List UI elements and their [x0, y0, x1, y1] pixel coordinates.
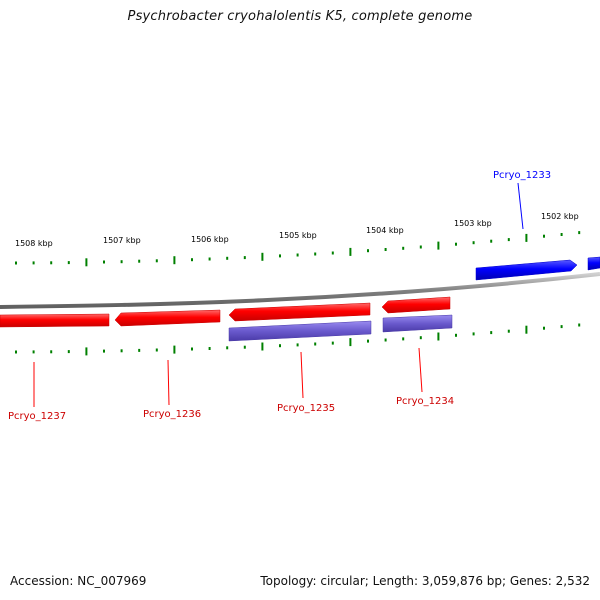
cds-block-pcryo-1234[interactable] — [382, 314, 453, 333]
genome-summary-text: Topology: circular; Length: 3,059,876 bp… — [260, 574, 590, 588]
ruler-label-1504: 1504 kbp — [366, 226, 404, 235]
gene-arrow-adjacent[interactable] — [587, 256, 600, 271]
ruler-label-1503: 1503 kbp — [454, 219, 492, 228]
callout-line-pcryo-1236 — [167, 359, 170, 406]
tick-row-bottom — [15, 323, 581, 356]
callout-line-pcryo-1235 — [300, 351, 304, 399]
gene-arrow-pcryo-1234[interactable] — [381, 296, 451, 314]
gene-label-pcryo-1233[interactable]: Pcryo_1233 — [493, 170, 551, 181]
gene-label-pcryo-1236[interactable]: Pcryo_1236 — [143, 409, 201, 420]
ruler-label-1506: 1506 kbp — [191, 235, 229, 244]
ruler-label-1507: 1507 kbp — [103, 236, 141, 245]
map-title: Psychrobacter cryohalolentis K5, complet… — [127, 9, 473, 24]
gene-arrow-pcryo-1233[interactable] — [475, 259, 578, 281]
accession-text: Accession: NC_007969 — [10, 574, 147, 588]
callout-line-pcryo-1234 — [418, 347, 423, 393]
genome-backbone — [0, 272, 600, 309]
gene-label-pcryo-1234[interactable]: Pcryo_1234 — [396, 396, 454, 407]
cds-block-pcryo-1235[interactable] — [228, 320, 372, 342]
gene-label-pcryo-1235[interactable]: Pcryo_1235 — [277, 403, 335, 414]
ruler-label-1505: 1505 kbp — [279, 231, 317, 240]
gene-label-pcryo-1237[interactable]: Pcryo_1237 — [8, 411, 66, 422]
tick-row-top — [15, 231, 581, 267]
callout-line-pcryo-1233 — [517, 182, 524, 230]
ruler-label-1508: 1508 kbp — [15, 239, 53, 248]
gene-arrow-pcryo-1237[interactable] — [0, 313, 110, 328]
gene-arrow-pcryo-1235[interactable] — [228, 302, 371, 322]
gene-arrow-pcryo-1236[interactable] — [114, 309, 221, 327]
ruler-label-1502: 1502 kbp — [541, 212, 579, 221]
